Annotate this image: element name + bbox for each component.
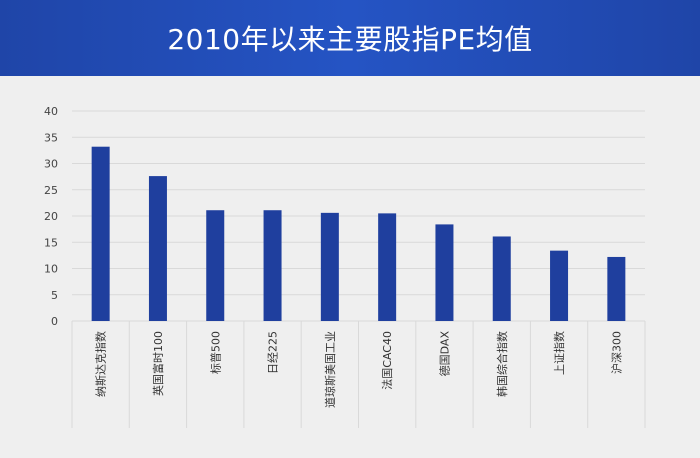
- x-tick-label: 上证指数: [552, 331, 566, 375]
- bar: [91, 146, 110, 321]
- x-tick-label: 纳斯达克指数: [94, 331, 108, 397]
- bar: [378, 213, 397, 321]
- y-tick-label: 30: [44, 158, 58, 171]
- bar: [435, 224, 454, 321]
- chart-title: 2010年以来主要股指PE均值: [167, 23, 533, 56]
- y-tick-label: 20: [44, 210, 58, 223]
- y-tick-label: 35: [44, 131, 58, 144]
- x-tick-label: 法国CAC40: [380, 331, 394, 390]
- x-tick-label: 英国富时100: [151, 331, 165, 396]
- x-tick-label: 道琼斯美国工业: [323, 331, 337, 408]
- chart-header: 2010年以来主要股指PE均值: [0, 0, 700, 76]
- x-tick-label: 标普500: [208, 331, 222, 374]
- bar: [550, 250, 569, 321]
- y-tick-label: 25: [44, 184, 58, 197]
- y-tick-label: 0: [51, 315, 58, 328]
- bar: [492, 236, 511, 321]
- bar: [320, 212, 339, 321]
- bar: [148, 176, 167, 321]
- x-tick-label: 沪深300: [609, 331, 623, 374]
- x-tick-label: 韩国综合指数: [495, 331, 509, 397]
- chart-area: 0 5 10 15 20 25 30 35 40 纳斯达克指数 英国富时100 标普500 日经225 道…: [0, 76, 700, 454]
- y-tick-label: 10: [44, 263, 58, 276]
- bar: [206, 210, 225, 321]
- x-tick-label: 日经225: [267, 331, 280, 374]
- bar-chart: 0 5 10 15 20 25 30 35 40 纳斯达克指数 英国富时100 标普500 日经225 道…: [44, 105, 646, 428]
- bar: [607, 256, 626, 321]
- y-tick-label: 40: [44, 105, 58, 118]
- bar: [263, 210, 282, 321]
- x-tick-label: 德国DAX: [437, 331, 451, 377]
- y-tick-label: 5: [51, 289, 58, 302]
- y-tick-label: 15: [44, 236, 58, 249]
